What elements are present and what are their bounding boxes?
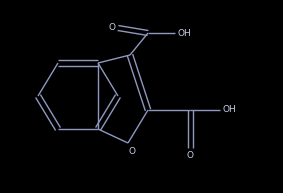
Text: OH: OH bbox=[177, 29, 191, 37]
Text: O: O bbox=[108, 24, 115, 32]
Text: O: O bbox=[128, 146, 136, 156]
Text: OH: OH bbox=[222, 106, 236, 114]
Text: O: O bbox=[186, 152, 194, 161]
